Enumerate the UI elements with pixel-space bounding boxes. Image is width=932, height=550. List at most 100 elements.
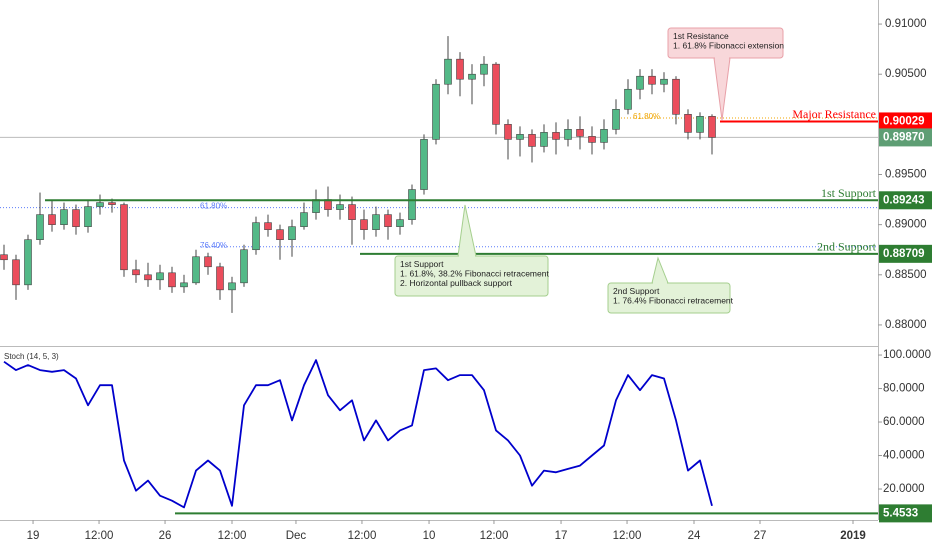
- x-tick-label: 12:00: [85, 530, 114, 542]
- level-tag-label: 0.90029: [883, 115, 925, 127]
- y-tick-label: 0.89000: [885, 219, 927, 231]
- callout-text: 1st Resistance: [673, 31, 729, 41]
- candle-body: [168, 272, 176, 288]
- candle-body: [288, 226, 296, 240]
- stoch-line: [3, 359, 713, 509]
- candle-body: [600, 129, 608, 143]
- candle-body: [276, 229, 284, 240]
- fib-label: 61.80%: [633, 112, 660, 121]
- y2-tick-label: 60.0000: [883, 416, 925, 428]
- candle-body: [444, 58, 452, 85]
- candle-body: [624, 88, 632, 110]
- level-name: 2nd Support: [817, 240, 877, 254]
- candle-body: [0, 254, 8, 261]
- candle-body: [468, 73, 476, 80]
- fib-label: 76.40%: [200, 241, 227, 250]
- level-tag: [879, 191, 932, 210]
- candle-body: [588, 136, 596, 143]
- candle-body: [36, 214, 44, 240]
- level-tag-label: 0.88709: [883, 248, 925, 260]
- candle-body: [504, 124, 512, 140]
- x-tick-label: 12:00: [348, 530, 377, 542]
- candle-body: [180, 282, 188, 288]
- candle-body: [648, 75, 656, 85]
- candle-body: [240, 249, 248, 284]
- level-tag: [879, 112, 932, 131]
- candle-body: [72, 209, 80, 227]
- level-name: 1st Support: [821, 186, 877, 200]
- candle-body: [108, 202, 116, 205]
- candle-body: [132, 269, 140, 276]
- candle-body: [372, 214, 380, 230]
- candle-body: [192, 256, 200, 284]
- candle-body: [24, 239, 32, 286]
- x-tick-label: 17: [555, 530, 568, 542]
- candle-body: [348, 204, 356, 220]
- callout-cover: [653, 281, 667, 285]
- y2-tick-label: 20.0000: [883, 483, 925, 495]
- candle-body: [252, 222, 260, 251]
- x-tick-label: 27: [754, 530, 767, 542]
- y2-tick-label: 100.0000: [883, 349, 931, 361]
- candle-body: [528, 134, 536, 147]
- candle-body: [396, 219, 404, 227]
- level-tag: [879, 244, 932, 263]
- price-tag-label: 0.89870: [883, 131, 925, 143]
- x-tick-label: 12:00: [480, 530, 509, 542]
- callout-text: 2nd Support: [613, 286, 660, 296]
- candle-body: [660, 78, 668, 85]
- candle-body: [636, 75, 644, 90]
- level-name: Major Resistance: [792, 107, 876, 121]
- candle-body: [516, 134, 524, 140]
- candle-body: [120, 204, 128, 271]
- candle-body: [420, 139, 428, 190]
- candle-body: [228, 282, 236, 291]
- x-tick-label: 19: [27, 530, 40, 542]
- callout-cover: [715, 56, 729, 60]
- callout-cover: [459, 254, 475, 258]
- x-tick-label: Dec: [286, 530, 307, 542]
- candle-body: [96, 202, 104, 207]
- candle-body: [708, 116, 716, 138]
- candle-body: [492, 63, 500, 125]
- candle-body: [312, 199, 320, 213]
- callout-box: [607, 282, 731, 314]
- price-tag: [879, 128, 932, 147]
- candle-body: [672, 78, 680, 115]
- callout-text: 2. Horizontal pullback support: [400, 278, 513, 288]
- candle-body: [432, 83, 440, 140]
- candle-body: [204, 256, 212, 268]
- y-tick-label: 0.91000: [885, 18, 927, 30]
- fib-label: 61.80%: [200, 202, 227, 211]
- candle-body: [144, 274, 152, 281]
- candle-body: [264, 222, 272, 230]
- y2-tick-label: 80.0000: [883, 383, 925, 395]
- y-tick-label: 0.88000: [885, 319, 927, 331]
- x-tick-label: 12:00: [613, 530, 642, 542]
- y2-tick-label: 40.0000: [883, 450, 925, 462]
- candle-body: [300, 212, 308, 227]
- candle-body: [384, 214, 392, 227]
- x-tick-label: 12:00: [218, 530, 247, 542]
- y-tick-label: 0.90500: [885, 68, 927, 80]
- candle-body: [156, 272, 164, 281]
- candle-body: [84, 206, 92, 227]
- candle-body: [612, 109, 620, 130]
- x-tick-label: 10: [423, 530, 436, 542]
- x-tick-label: 2019: [840, 530, 866, 542]
- candle-body: [48, 214, 56, 225]
- stoch-tag: [879, 504, 932, 523]
- candle-body: [684, 114, 692, 133]
- candle-body: [552, 132, 560, 140]
- callout-text: 1. 61.8% Fibonacci extension: [673, 41, 784, 51]
- candle-body: [480, 63, 488, 75]
- candle-body: [576, 129, 584, 137]
- candle-body: [540, 132, 548, 147]
- x-tick-label: 24: [688, 530, 701, 542]
- indicator-name: Stoch (14, 5, 3): [4, 352, 59, 361]
- y-tick-label: 0.88500: [885, 269, 927, 281]
- candle-body: [696, 116, 704, 133]
